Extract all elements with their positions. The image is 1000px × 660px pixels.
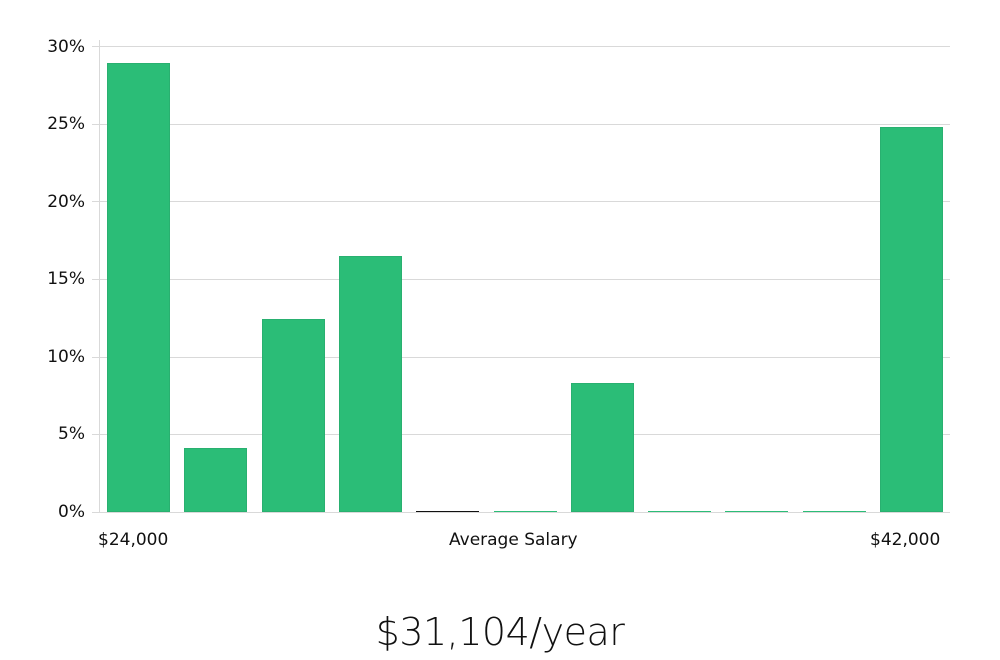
histogram-bar [184, 448, 247, 512]
grid-line [92, 279, 950, 280]
average-salary-summary: $31,104/year [375, 610, 625, 654]
histogram-bar [803, 511, 866, 512]
histogram-bar [725, 511, 788, 512]
histogram-bar [880, 127, 943, 512]
histogram-bar [648, 511, 711, 512]
x-axis-min-label: $24,000 [98, 530, 169, 550]
grid-line [92, 434, 950, 435]
y-tick-label: 10% [47, 347, 85, 367]
y-tick-label: 25% [47, 114, 85, 134]
x-axis-max-label: $42,000 [870, 530, 941, 550]
histogram-bar [416, 511, 479, 512]
histogram-bar [571, 383, 634, 512]
histogram-bar [339, 256, 402, 512]
y-tick-label: 30% [47, 37, 85, 57]
y-axis-line [99, 40, 100, 513]
grid-line [92, 357, 950, 358]
y-tick-label: 20% [47, 192, 85, 212]
y-tick-label: 5% [58, 424, 85, 444]
grid-line [92, 46, 950, 47]
grid-line [92, 512, 950, 513]
grid-line [92, 124, 950, 125]
grid-line [92, 201, 950, 202]
histogram-bar [107, 63, 170, 512]
histogram-bar [494, 511, 557, 512]
y-tick-label: 15% [47, 269, 85, 289]
histogram-bar [262, 319, 325, 512]
x-axis-title: Average Salary [449, 530, 578, 550]
salary-histogram-chart: 30% 25% 20% 15% 10% 5% 0% $24,000 Averag… [47, 37, 950, 550]
y-tick-label: 0% [58, 502, 85, 522]
